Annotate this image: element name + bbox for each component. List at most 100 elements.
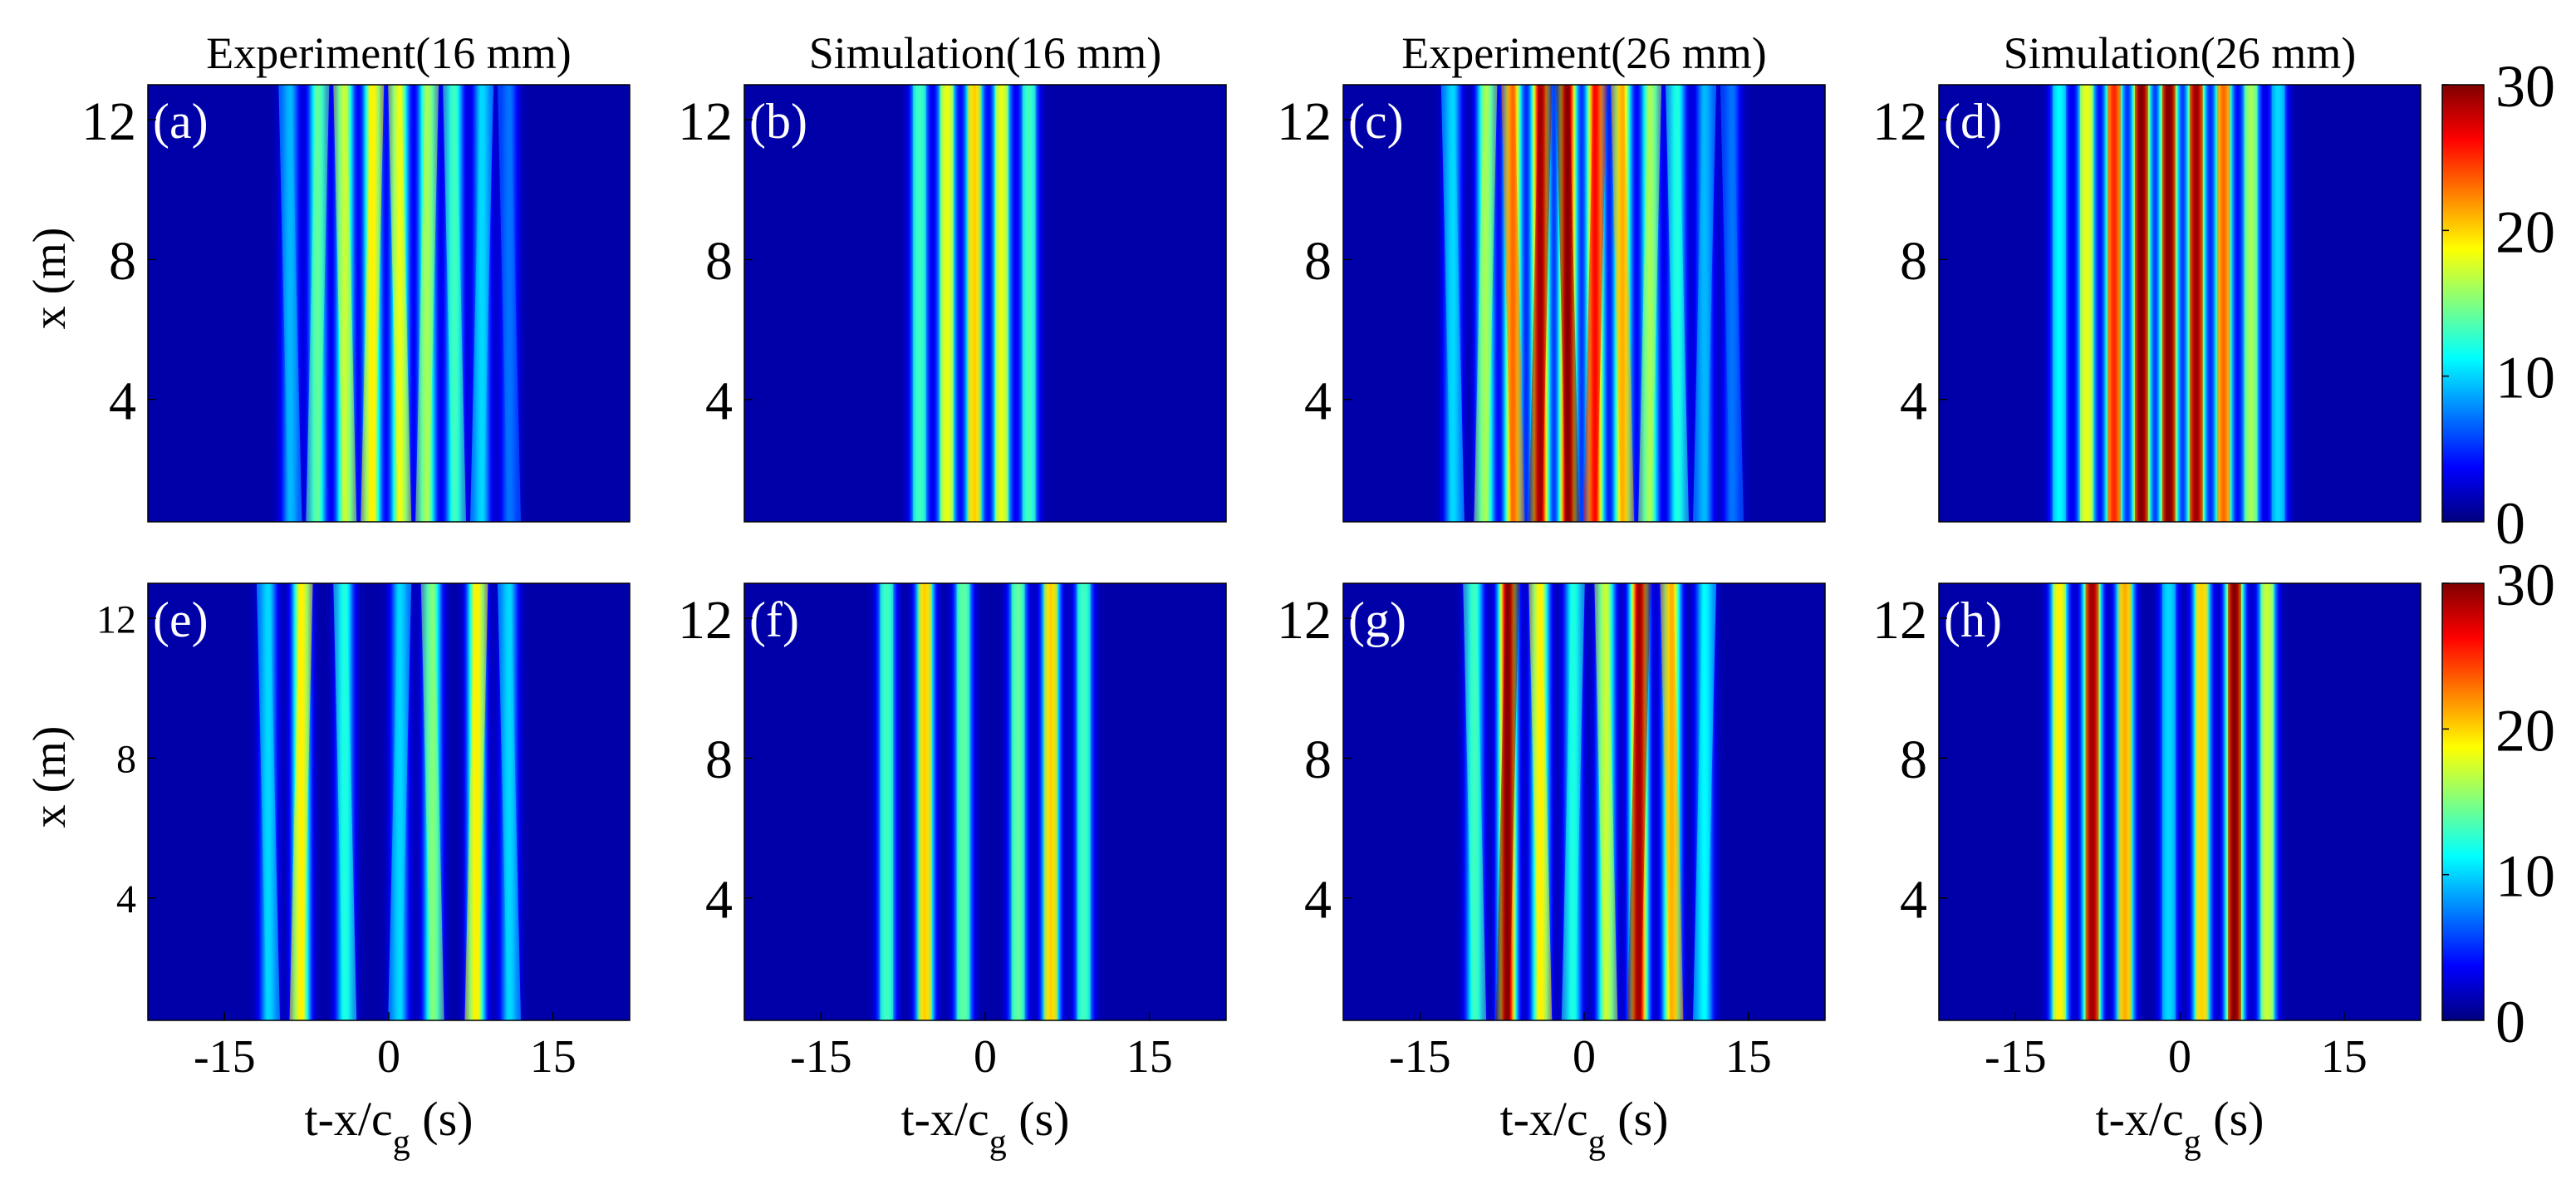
- panel-title: Experiment(16 mm): [206, 28, 571, 78]
- panel-label: (b): [749, 94, 807, 149]
- band-g-7: [1693, 583, 1716, 1020]
- band-e-0: [257, 583, 280, 1020]
- band-b-2: [967, 85, 981, 522]
- band-c-7: [1638, 85, 1662, 522]
- y-tick-label: 8: [705, 231, 733, 292]
- band-a-7: [470, 85, 494, 522]
- y-tick-label: 8: [109, 231, 136, 292]
- band-a-2: [333, 85, 357, 522]
- panel-b: (b)Simulation(16 mm) 4 8 12: [678, 28, 1227, 523]
- y-tick-label: 4: [116, 877, 136, 921]
- band-g-6: [1660, 583, 1684, 1020]
- band-a-8: [498, 85, 521, 522]
- band-c-8: [1666, 85, 1690, 522]
- band-f-4: [1044, 583, 1058, 1020]
- colorbar-tick-label: 10: [2495, 345, 2555, 411]
- band-e-6: [498, 583, 521, 1020]
- panel-d: (d)Simulation(26 mm) 4 8 12: [1872, 28, 2421, 523]
- band-e-5: [464, 583, 488, 1020]
- panels: (a) Experiment(16 mm) 4 8 12 x (m) (b)Simulati…: [24, 28, 2421, 1162]
- x-tick-label: -15: [1985, 1031, 2047, 1083]
- band-a-5: [415, 85, 439, 522]
- band-h-6: [2260, 583, 2274, 1020]
- x-tick-label: 0: [2168, 1031, 2191, 1083]
- y-tick-label: 4: [1900, 869, 1927, 930]
- y-tick-label: 4: [1304, 371, 1332, 431]
- x-tick-label: 15: [2321, 1031, 2367, 1083]
- x-tick-label: -15: [790, 1031, 852, 1083]
- y-tick-label: 8: [1304, 730, 1332, 790]
- band-f-5: [1077, 583, 1091, 1020]
- band-c-4: [1556, 85, 1580, 522]
- x-tick-label: 0: [1573, 1031, 1596, 1083]
- band-c-1: [1474, 85, 1498, 522]
- panel-frame: [147, 84, 631, 523]
- band-f-3: [1011, 583, 1025, 1020]
- panel-e: (e) 4 8 12 x (m) -15 0 15 t-x/cg (s): [24, 582, 631, 1162]
- band-d-7: [2244, 85, 2258, 522]
- y-tick-label: 12: [1872, 590, 1927, 651]
- band-b-3: [994, 85, 1008, 522]
- y-tick-label: 8: [1900, 231, 1927, 292]
- panel-label: (d): [1944, 94, 2002, 149]
- colorbar-tick-label: 10: [2495, 843, 2555, 910]
- heatmap-field: [1939, 583, 2421, 1020]
- band-e-3: [388, 583, 412, 1020]
- x-tick-label: -15: [1389, 1031, 1451, 1083]
- panel-frame: [1938, 84, 2421, 523]
- band-a-0: [278, 85, 302, 522]
- y-tick-label: 8: [116, 738, 136, 782]
- y-tick-label: 12: [1277, 91, 1332, 152]
- y-tick-label: 12: [678, 590, 733, 651]
- panel-label: (f): [749, 592, 799, 647]
- band-d-0: [2053, 85, 2066, 522]
- heatmap-field: [744, 85, 1226, 522]
- y-tick-label: 4: [705, 869, 733, 930]
- band-d-4: [2161, 85, 2176, 522]
- band-d-2: [2107, 85, 2121, 522]
- y-tick-label: 12: [678, 91, 733, 152]
- x-axis-label: t-x/cg (s): [1500, 1092, 1669, 1162]
- band-c-5: [1583, 85, 1607, 522]
- y-axis-label: x (m): [24, 726, 76, 828]
- panel-label: (h): [1944, 592, 2002, 647]
- panel-label: (a): [153, 94, 209, 149]
- band-g-3: [1561, 583, 1585, 1020]
- band-f-0: [880, 583, 894, 1020]
- band-g-1: [1495, 583, 1519, 1020]
- colorbar-tick-label: 20: [2495, 199, 2555, 265]
- heatmap-field: [148, 85, 630, 522]
- band-g-5: [1627, 583, 1651, 1020]
- band-a-4: [388, 85, 412, 522]
- panel-f: (f) 4 8 12 -15 0 15 t-x/cg (s): [678, 582, 1227, 1162]
- x-axis-label: t-x/cg (s): [305, 1092, 473, 1162]
- x-tick-label: 0: [377, 1031, 400, 1083]
- panel-frame: [1342, 84, 1826, 523]
- colorbar-tick-label: 30: [2495, 552, 2555, 618]
- panel-label: (e): [153, 592, 209, 647]
- band-a-3: [361, 85, 385, 522]
- band-g-0: [1463, 583, 1487, 1020]
- panel-title: Simulation(16 mm): [809, 28, 1162, 78]
- band-f-2: [956, 583, 970, 1020]
- band-h-1: [2085, 583, 2099, 1020]
- x-tick-label: 0: [974, 1031, 997, 1083]
- y-tick-label: 8: [1304, 231, 1332, 292]
- band-d-1: [2079, 85, 2093, 522]
- band-b-4: [1022, 85, 1036, 522]
- band-c-6: [1611, 85, 1635, 522]
- panel-frame: [743, 84, 1227, 523]
- band-b-0: [912, 85, 926, 522]
- x-tick-label: -15: [194, 1031, 256, 1083]
- y-tick-label: 4: [1304, 869, 1332, 930]
- band-a-6: [443, 85, 467, 522]
- band-c-3: [1528, 85, 1553, 522]
- x-tick-label: 15: [1126, 1031, 1173, 1083]
- heatmap-field: [1939, 85, 2421, 522]
- panel-h: (h) 4 8 12 -15 0 15 t-x/cg (s): [1872, 582, 2421, 1162]
- panel-title: Experiment(26 mm): [1401, 28, 1766, 78]
- band-h-5: [2227, 583, 2241, 1020]
- colorbar-0: 0 10 20 30: [2441, 53, 2555, 557]
